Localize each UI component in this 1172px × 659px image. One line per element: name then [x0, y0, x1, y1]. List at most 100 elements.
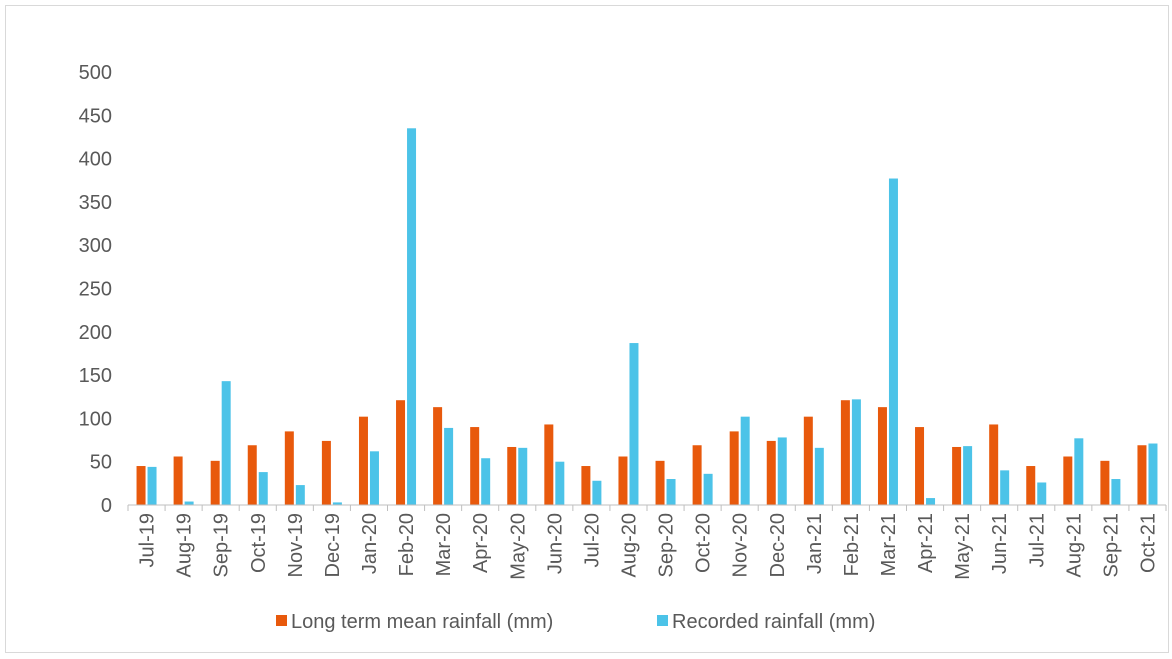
bar-long-term-mean — [989, 424, 999, 505]
y-tick-label: 450 — [79, 105, 112, 127]
legend-swatch — [657, 615, 668, 626]
x-tick-label: May-21 — [952, 513, 974, 580]
bar-long-term-mean — [284, 431, 294, 505]
bar-recorded — [814, 447, 824, 505]
x-tick-label: Dec-19 — [322, 513, 344, 577]
bar-recorded — [518, 447, 528, 505]
bar-long-term-mean — [433, 407, 443, 505]
bar-recorded — [1148, 443, 1158, 505]
x-tick-label: Sep-19 — [211, 513, 233, 578]
bar-recorded — [592, 480, 602, 505]
bar-recorded — [407, 128, 417, 506]
x-tick-label: May-20 — [507, 513, 529, 580]
bar-recorded — [295, 485, 305, 505]
x-tick-label: Jun-21 — [989, 513, 1011, 574]
x-tick-label: Jun-20 — [544, 513, 566, 574]
x-tick-label: Apr-20 — [470, 513, 492, 573]
x-tick-label: Aug-19 — [174, 513, 196, 578]
bar-recorded — [1037, 482, 1047, 505]
x-tick-label: Jan-21 — [804, 513, 826, 574]
x-tick-label: Oct-20 — [693, 513, 715, 573]
bar-recorded — [888, 178, 898, 505]
x-tick-label: Apr-21 — [915, 513, 937, 573]
legend-label: Recorded rainfall (mm) — [672, 611, 875, 633]
bar-recorded — [481, 458, 491, 505]
y-tick-label: 350 — [79, 192, 112, 214]
x-tick-label: Aug-21 — [1063, 513, 1085, 578]
bar-recorded — [444, 427, 454, 505]
bar-recorded — [666, 479, 676, 505]
y-axis-ticks: 0 50 100 150 200 250 300 350 400 450 500 — [79, 62, 112, 517]
y-tick-label: 150 — [79, 365, 112, 387]
bar-long-term-mean — [729, 431, 739, 505]
x-tick-label: Mar-21 — [878, 513, 900, 576]
x-tick-label: Oct-21 — [1137, 513, 1159, 573]
bar-recorded — [332, 502, 342, 505]
bar-long-term-mean — [321, 440, 331, 505]
bar-long-term-mean — [581, 466, 591, 505]
bar-long-term-mean — [247, 445, 257, 505]
x-tick-label: Sep-21 — [1100, 513, 1122, 578]
bar-long-term-mean — [396, 400, 406, 505]
y-tick-label: 500 — [79, 62, 112, 84]
y-tick-label: 300 — [79, 235, 112, 257]
x-tick-label: Jan-20 — [359, 513, 381, 574]
bar-recorded — [629, 343, 639, 505]
bar-recorded — [369, 451, 379, 505]
chart-frame — [5, 5, 1169, 653]
bar-long-term-mean — [803, 416, 813, 505]
y-tick-label: 200 — [79, 322, 112, 344]
legend-swatch — [276, 615, 287, 626]
bar-recorded — [147, 466, 157, 505]
bar-long-term-mean — [655, 460, 665, 505]
y-tick-label: 400 — [79, 149, 112, 171]
bar-recorded — [740, 416, 750, 505]
bar-long-term-mean — [173, 456, 183, 505]
bar-recorded — [926, 498, 936, 505]
x-tick-label: Aug-20 — [618, 513, 640, 578]
x-tick-label: Feb-21 — [841, 513, 863, 576]
bar-recorded — [1074, 438, 1084, 505]
x-tick-label: Oct-19 — [248, 513, 270, 573]
bar-long-term-mean — [507, 446, 517, 505]
bar-long-term-mean — [618, 456, 628, 505]
bar-long-term-mean — [952, 446, 962, 505]
y-tick-label: 50 — [90, 452, 112, 474]
bar-long-term-mean — [1100, 460, 1110, 505]
bar-recorded — [1111, 479, 1121, 505]
bar-long-term-mean — [766, 440, 776, 505]
legend-label: Long term mean rainfall (mm) — [291, 611, 553, 633]
x-tick-label: Jul-19 — [137, 513, 159, 567]
bar-recorded — [258, 472, 268, 505]
bar-long-term-mean — [136, 466, 146, 505]
bars — [136, 128, 1158, 506]
y-tick-label: 0 — [101, 495, 112, 517]
bar-recorded — [184, 501, 194, 505]
y-tick-label: 100 — [79, 408, 112, 430]
x-tick-label: Jul-21 — [1026, 513, 1048, 567]
bar-recorded — [703, 473, 713, 505]
x-axis — [127, 504, 1167, 511]
bar-long-term-mean — [544, 424, 554, 505]
bar-long-term-mean — [1026, 466, 1036, 505]
x-tick-label: Mar-20 — [433, 513, 455, 576]
bar-recorded — [777, 437, 787, 505]
bar-recorded — [963, 446, 973, 505]
x-tick-label: Feb-20 — [396, 513, 418, 576]
bar-long-term-mean — [210, 460, 220, 505]
bar-recorded — [1000, 470, 1010, 505]
bar-long-term-mean — [692, 445, 702, 505]
bar-recorded — [221, 381, 231, 505]
x-tick-label: Nov-19 — [285, 513, 307, 577]
legend: Long term mean rainfall (mm) Recorded rai… — [276, 611, 875, 633]
x-tick-label: Nov-20 — [730, 513, 752, 577]
x-tick-label: Dec-20 — [767, 513, 789, 577]
bar-long-term-mean — [1063, 456, 1073, 505]
bar-recorded — [555, 461, 565, 505]
x-axis-ticks: Jul-19 Aug-19 Sep-19 Oct-19 Nov-19 Dec-19 Jan-… — [137, 513, 1160, 580]
bar-recorded — [851, 399, 861, 505]
x-tick-label: Jul-20 — [581, 513, 603, 567]
bar-long-term-mean — [877, 407, 887, 505]
y-tick-label: 250 — [79, 279, 112, 301]
